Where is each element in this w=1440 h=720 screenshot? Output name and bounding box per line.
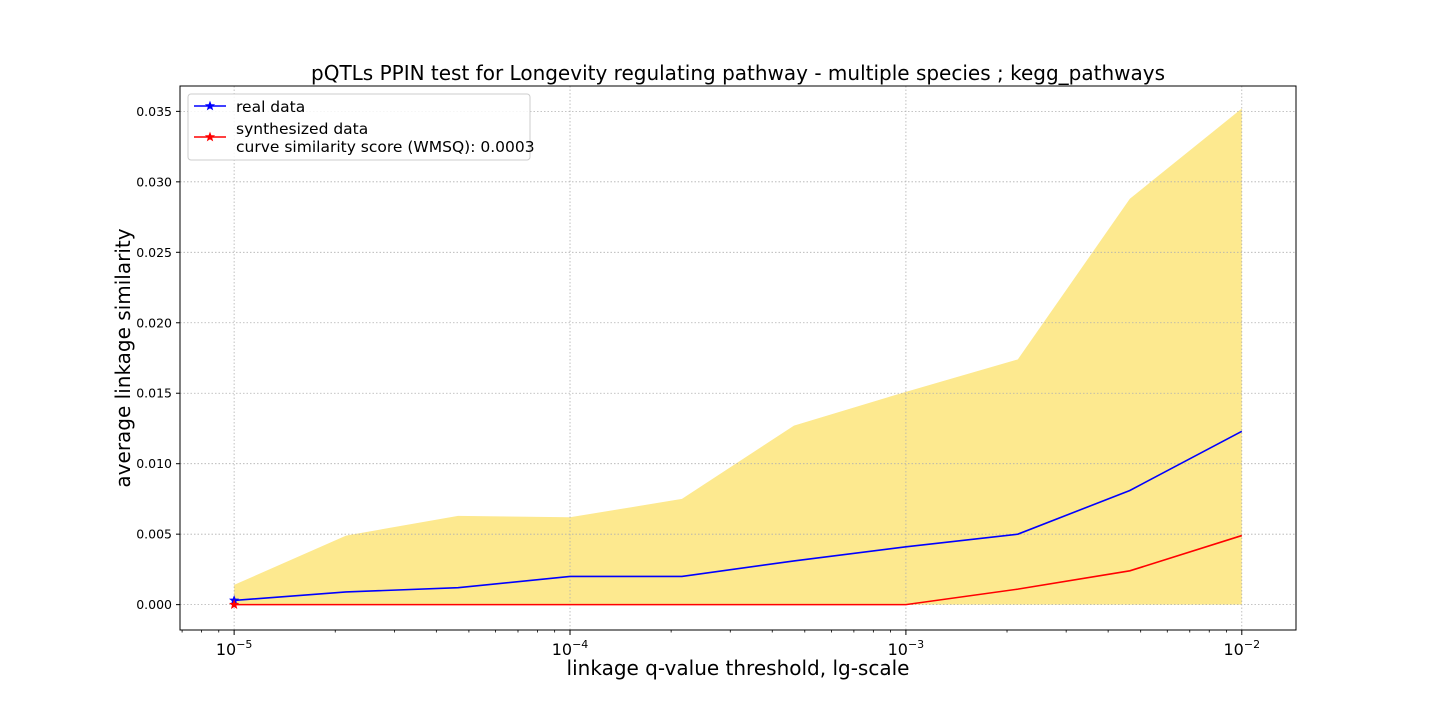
legend-box <box>187 93 531 161</box>
axes-frame <box>179 85 1297 631</box>
y-tick-label: 0.035 <box>136 104 172 119</box>
confidence-band-layer <box>234 108 1242 605</box>
series-line-1 <box>234 534 1243 606</box>
legend-label-0: real data <box>236 98 305 116</box>
x-tick-label: 10−5 <box>216 638 253 659</box>
chart-title: pQTLs PPIN test for Longevity regulating… <box>311 61 1165 85</box>
y-tick-label: 0.000 <box>136 597 172 612</box>
y-axis-label: average linkage similarity <box>111 228 135 487</box>
legend-marker-0 <box>204 100 216 111</box>
x-tick-label: 10−3 <box>888 638 925 659</box>
legend-label-1: synthesized data curve similarity score (… <box>236 120 535 156</box>
series-layer <box>228 430 1243 610</box>
series-line-0 <box>234 430 1243 602</box>
y-tick-label: 0.020 <box>136 315 172 330</box>
y-tick-label: 0.030 <box>136 174 172 189</box>
y-tick-label: 0.010 <box>136 456 172 471</box>
x-axis-label: linkage q-value threshold, lg-scale <box>567 656 910 680</box>
x-tick-label: 10−4 <box>552 638 589 659</box>
y-tick-label: 0.025 <box>136 245 172 260</box>
legend: real data synthesized data curve similarit… <box>187 93 535 161</box>
series-marker-1 <box>228 599 240 610</box>
x-tick-label: 10−2 <box>1224 638 1261 659</box>
legend-marker-1 <box>204 131 216 142</box>
confidence-band <box>234 108 1242 605</box>
y-tick-label: 0.015 <box>136 386 172 401</box>
tick-layer: 0.000 0.005 0.010 0.015 0.020 0.025 0.030 0.035… <box>136 104 1260 659</box>
y-tick-label: 0.005 <box>136 527 172 542</box>
